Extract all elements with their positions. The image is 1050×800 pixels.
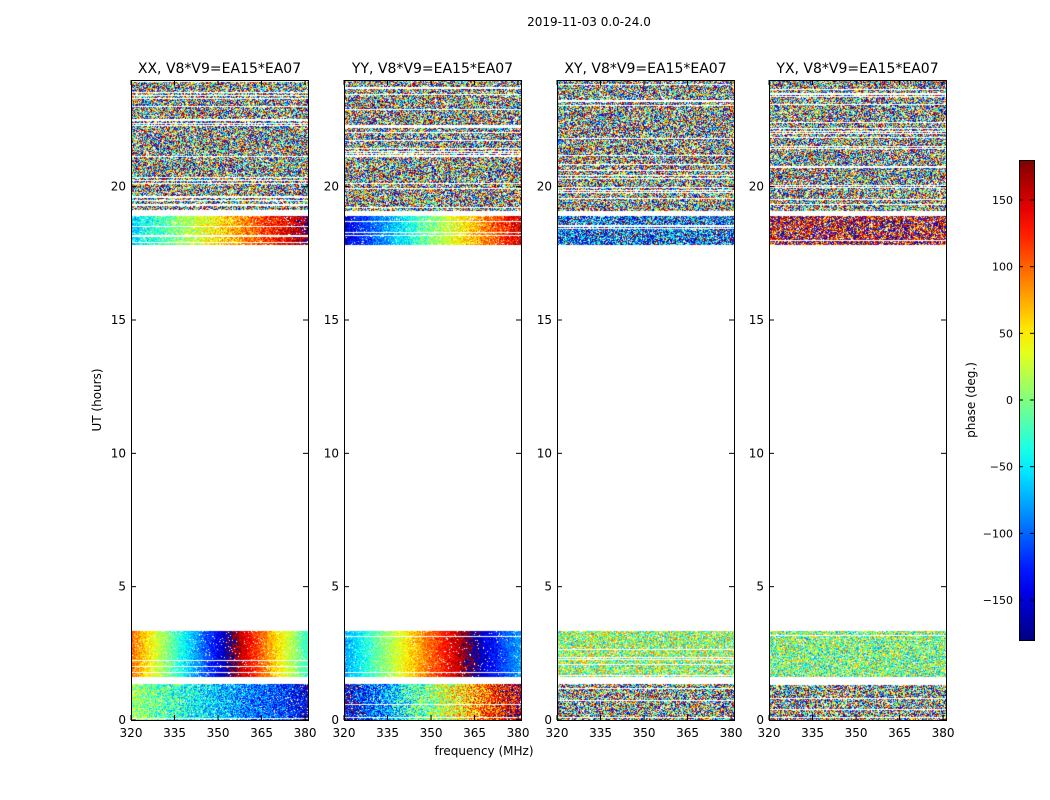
x-tick-label: 320: [120, 726, 143, 740]
y-tick-label: 10: [749, 446, 764, 460]
y-tick-label: 5: [756, 580, 764, 594]
heatmap-image: [557, 80, 734, 720]
y-tick-label: 20: [749, 180, 764, 194]
y-tick-label: 10: [111, 446, 126, 460]
y-tick-label: 0: [118, 713, 126, 727]
panel-4: YX, V8*V9=EA15*EA07 320 335 350 365 380 0 5 10 15…: [749, 61, 955, 740]
y-tick-label: 15: [111, 313, 126, 327]
y-axis-label: UT (hours): [90, 368, 104, 431]
y-tick-label: 5: [118, 580, 126, 594]
x-tick-label: 380: [507, 726, 530, 740]
x-tick-label: 365: [250, 726, 273, 740]
colorbar-tick-label: −100: [983, 527, 1013, 540]
panel-3: XY, V8*V9=EA15*EA07 320 335 350 365 380 0 5 10 15…: [537, 61, 743, 740]
panels-group: XX, V8*V9=EA15*EA07 320 335 350 365 380 0 5 10 15…: [111, 61, 955, 740]
panel-title: YY, V8*V9=EA15*EA07: [351, 61, 513, 77]
x-tick-label: 335: [589, 726, 612, 740]
x-tick-label: 350: [207, 726, 230, 740]
x-tick-label: 350: [845, 726, 868, 740]
figure-title: 2019-11-03 0.0-24.0: [527, 15, 651, 29]
y-tick-label: 20: [537, 180, 552, 194]
y-tick-label: 5: [544, 580, 552, 594]
y-tick-label: 0: [756, 713, 764, 727]
y-tick-label: 10: [537, 446, 552, 460]
x-tick-label: 350: [420, 726, 443, 740]
heatmap-image: [344, 80, 521, 720]
x-tick-label: 350: [633, 726, 656, 740]
x-tick-label: 380: [720, 726, 743, 740]
x-tick-label: 365: [676, 726, 699, 740]
panel-title: YX, V8*V9=EA15*EA07: [775, 61, 938, 77]
x-tick-label: 335: [376, 726, 399, 740]
y-tick-label: 15: [537, 313, 552, 327]
plot-frame: [131, 80, 309, 721]
plot-frame: [557, 80, 735, 721]
panel-title: XY, V8*V9=EA15*EA07: [564, 61, 726, 77]
colorbar-tick-label: 150: [992, 194, 1013, 207]
plot-frame: [344, 80, 522, 721]
colorbar-tick-label: 0: [1006, 394, 1013, 407]
panel-title: XX, V8*V9=EA15*EA07: [138, 61, 301, 77]
y-tick-label: 20: [324, 180, 339, 194]
colorbar-label: phase (deg.): [964, 362, 978, 438]
heatmap-image: [131, 80, 308, 720]
y-tick-label: 0: [331, 713, 339, 727]
x-tick-label: 380: [932, 726, 955, 740]
panel-1: XX, V8*V9=EA15*EA07 320 335 350 365 380 0 5 10 15…: [111, 61, 317, 740]
y-tick-label: 15: [749, 313, 764, 327]
x-tick-label: 320: [758, 726, 781, 740]
colorbar-tick-label: 50: [999, 327, 1013, 340]
y-tick-label: 15: [324, 313, 339, 327]
x-tick-label: 380: [294, 726, 317, 740]
colorbar-tick-label: 100: [992, 261, 1013, 274]
panel-2: YY, V8*V9=EA15*EA07 320 335 350 365 380 0 5 10 15…: [324, 61, 530, 740]
y-tick-label: 10: [324, 446, 339, 460]
x-tick-label: 335: [163, 726, 186, 740]
y-tick-label: 5: [331, 580, 339, 594]
x-tick-label: 335: [801, 726, 824, 740]
heatmap-image: [769, 80, 946, 720]
colorbar-tick-label: −50: [990, 461, 1013, 474]
x-tick-label: 365: [888, 726, 911, 740]
x-tick-label: 320: [546, 726, 569, 740]
y-tick-label: 20: [111, 180, 126, 194]
colorbar: −150 −100 −50 0 50 100 150: [983, 160, 1035, 641]
plot-frame: [769, 80, 947, 721]
y-tick-label: 0: [544, 713, 552, 727]
x-tick-label: 365: [463, 726, 486, 740]
x-tick-label: 320: [333, 726, 356, 740]
x-axis-label: frequency (MHz): [434, 744, 533, 758]
colorbar-tick-label: −150: [983, 594, 1013, 607]
